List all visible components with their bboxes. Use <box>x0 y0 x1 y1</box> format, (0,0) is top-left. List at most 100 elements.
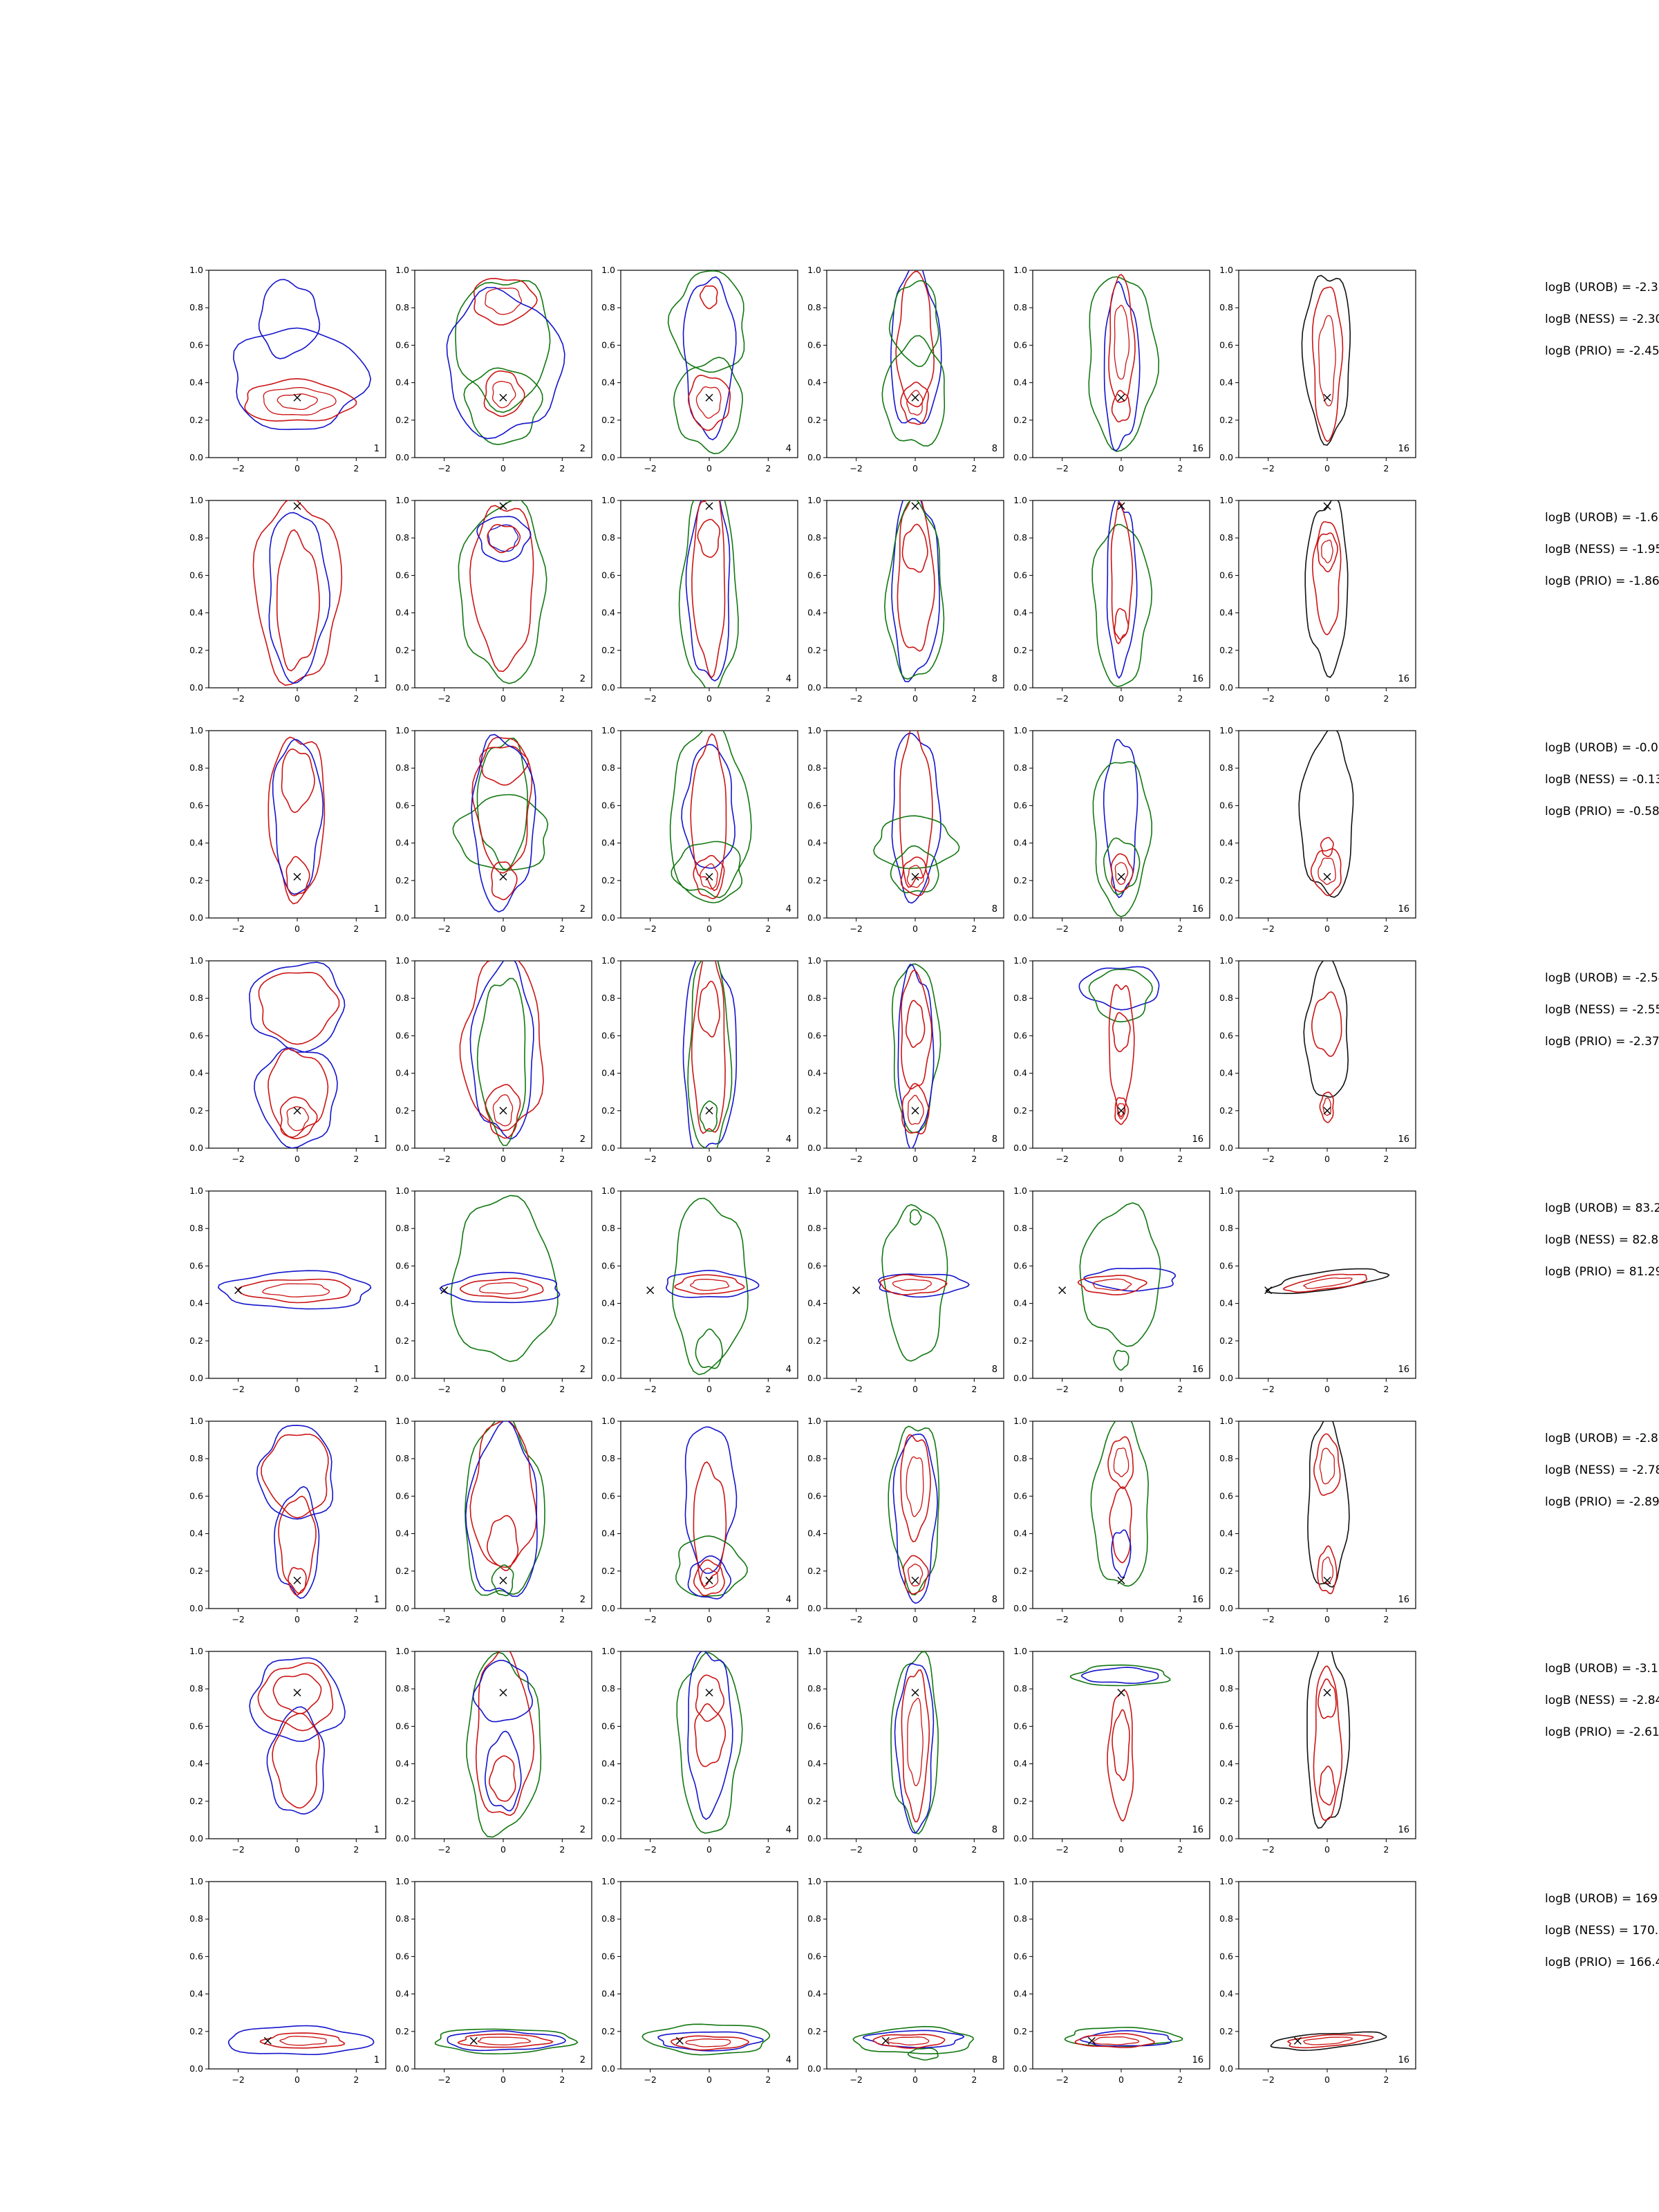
y-tick-label: 0.6 <box>601 1951 615 1961</box>
panel-count-label: 1 <box>374 2055 379 2065</box>
panel-count-label: 2 <box>580 1595 585 1605</box>
x-tick-label: −2 <box>644 693 656 704</box>
y-tick-label: 0.0 <box>601 452 615 462</box>
true-value-marker <box>705 502 713 510</box>
true-value-marker <box>234 1286 243 1295</box>
y-tick-label: 0.2 <box>1013 875 1027 885</box>
contour-r <box>479 1282 529 1295</box>
contour-g <box>852 2025 975 2054</box>
contour-r <box>907 1698 924 1787</box>
contour-r <box>492 1094 514 1127</box>
y-tick-label: 0.6 <box>189 1951 203 1961</box>
y-tick-label: 0.0 <box>395 912 409 923</box>
x-tick-label: 2 <box>559 1154 565 1164</box>
x-tick-label: 2 <box>559 924 565 934</box>
x-tick-label: 2 <box>353 1844 359 1855</box>
contour-r <box>1317 532 1338 572</box>
panel-count-label: 4 <box>786 1595 791 1605</box>
x-tick-label: 2 <box>559 1614 565 1624</box>
contour-lines <box>268 736 326 905</box>
contour-r <box>477 2036 532 2045</box>
y-tick-label: 0.2 <box>395 415 409 425</box>
panel-count-label: 4 <box>786 444 791 454</box>
contour-r <box>1114 862 1129 885</box>
y-tick-label: 1.0 <box>1219 1646 1233 1656</box>
x-tick-label: 2 <box>1383 2074 1389 2085</box>
x-tick-label: 0 <box>1118 693 1124 704</box>
contour-g <box>491 1564 514 1597</box>
true-value-marker <box>499 1576 507 1584</box>
row-7-logB-annotation: logB (UROB) = -3.11 logB (NESS) = -2.84 lo… <box>1545 1653 1659 1748</box>
x-tick-label: 2 <box>765 463 771 474</box>
y-tick-label: 0.2 <box>1219 1566 1233 1576</box>
contour-lines <box>682 961 738 1148</box>
y-tick-label: 0.4 <box>1219 1298 1233 1309</box>
y-tick-label: 1.0 <box>807 265 821 275</box>
subplot-row7-col1: 0.0 0.2 0.4 0.6 0.8 1.0 −2 0 2 1 <box>189 1646 386 1855</box>
y-tick-label: 0.4 <box>1013 1989 1027 1999</box>
x-tick-label: −2 <box>1056 2074 1068 2085</box>
axes-frame <box>1032 1651 1210 1839</box>
contour-lines <box>878 1203 970 1362</box>
contour-b <box>892 1433 939 1604</box>
panel-count-label: 1 <box>374 904 379 915</box>
contour-lines <box>891 963 941 1148</box>
x-tick-label: 0 <box>1324 693 1330 704</box>
y-tick-label: 0.2 <box>395 645 409 655</box>
y-tick-label: 0.8 <box>1219 1913 1233 1924</box>
axes-frame <box>826 270 1004 458</box>
contour-g <box>907 2047 939 2061</box>
y-tick-label: 0.8 <box>395 762 409 773</box>
x-tick-label: 2 <box>765 1614 771 1624</box>
y-tick-label: 0.4 <box>1219 377 1233 388</box>
y-tick-label: 0.0 <box>189 682 203 693</box>
panel-count-label: 8 <box>992 2055 997 2065</box>
contour-lines <box>249 962 346 1148</box>
panel-count-label: 2 <box>580 1365 585 1375</box>
contour-b <box>446 287 565 440</box>
contour-r <box>671 2035 749 2051</box>
contour-r <box>1093 2036 1140 2045</box>
x-tick-label: 0 <box>1118 1844 1124 1855</box>
x-tick-label: −2 <box>438 1154 450 1164</box>
contour-r <box>901 970 932 1090</box>
contour-g <box>452 794 549 871</box>
y-tick-label: 0.6 <box>1013 339 1027 350</box>
y-tick-label: 0.2 <box>601 1105 615 1116</box>
subplot-row8-col6: 0.0 0.2 0.4 0.6 0.8 1.0 −2 0 2 16 <box>1219 1876 1416 2085</box>
y-tick-label: 0.0 <box>395 1833 409 1844</box>
y-tick-label: 0.8 <box>601 993 615 1003</box>
x-tick-label: 2 <box>1177 693 1183 704</box>
y-tick-label: 0.0 <box>1013 682 1027 693</box>
contour-k <box>1298 731 1354 898</box>
y-tick-label: 1.0 <box>1219 725 1233 735</box>
y-tick-label: 0.6 <box>1219 570 1233 580</box>
contour-lines <box>1069 1664 1171 1822</box>
y-tick-label: 0.8 <box>807 302 821 312</box>
contour-r <box>279 2036 327 2046</box>
contour-r <box>695 1674 725 1722</box>
y-tick-label: 1.0 <box>1013 265 1027 275</box>
contour-b <box>447 2030 567 2052</box>
logB-ness-value: logB (NESS) = -1.95 <box>1545 543 1659 556</box>
x-tick-label: 2 <box>559 1384 565 1394</box>
subplot-row7-col5: 0.0 0.2 0.4 0.6 0.8 1.0 −2 0 2 16 <box>1013 1646 1210 1855</box>
contour-r <box>901 1669 930 1823</box>
contour-lines <box>466 1651 542 1838</box>
y-tick-label: 0.0 <box>1219 1833 1233 1844</box>
logB-prio-value: logB (PRIO) = -1.86 <box>1545 574 1659 588</box>
y-tick-label: 0.2 <box>1013 2026 1027 2036</box>
logB-ness-value: logB (NESS) = -2.55 <box>1545 1003 1659 1017</box>
x-tick-label: 0 <box>912 693 918 704</box>
x-tick-label: −2 <box>644 1614 656 1624</box>
x-tick-label: −2 <box>644 1384 656 1394</box>
x-tick-label: 2 <box>1383 693 1389 704</box>
y-tick-label: 0.8 <box>807 1453 821 1463</box>
y-tick-label: 0.0 <box>807 1833 821 1844</box>
y-tick-label: 1.0 <box>807 955 821 966</box>
contour-r <box>1109 1486 1132 1564</box>
y-tick-label: 0.8 <box>1219 532 1233 543</box>
x-tick-label: 2 <box>765 693 771 704</box>
x-tick-label: 0 <box>912 1154 918 1164</box>
row-4-logB-annotation: logB (UROB) = -2.54 logB (NESS) = -2.55 lo… <box>1545 962 1659 1058</box>
